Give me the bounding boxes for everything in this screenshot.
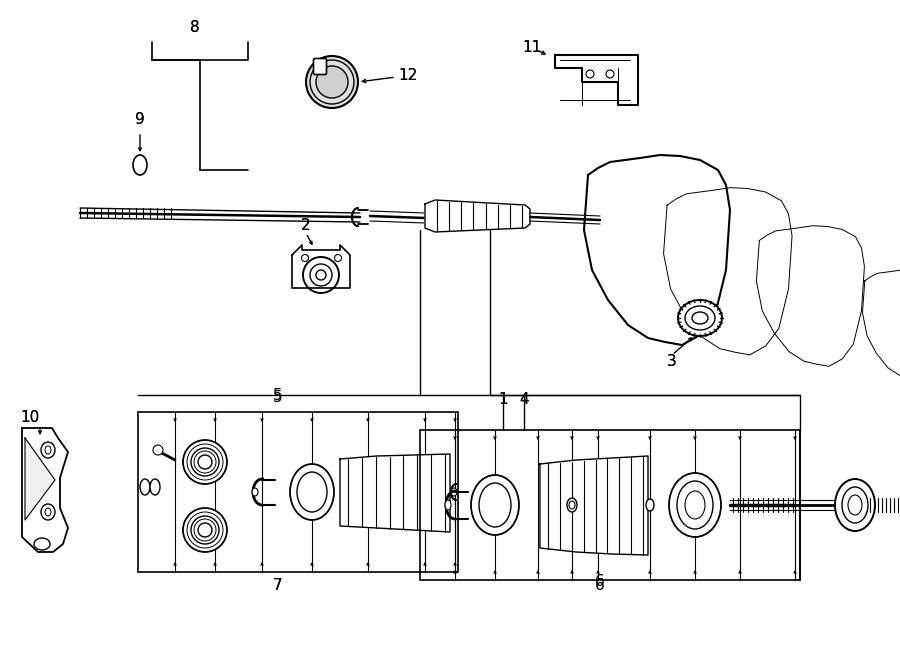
Text: 3: 3 <box>667 354 677 369</box>
Ellipse shape <box>183 440 227 484</box>
Ellipse shape <box>310 60 354 104</box>
Ellipse shape <box>45 446 51 454</box>
Text: 11: 11 <box>522 40 542 56</box>
Polygon shape <box>540 456 648 555</box>
Text: 10: 10 <box>21 410 40 426</box>
Ellipse shape <box>140 479 150 495</box>
Ellipse shape <box>34 538 50 550</box>
Text: 7: 7 <box>274 578 283 592</box>
Ellipse shape <box>41 504 55 520</box>
Ellipse shape <box>567 498 577 512</box>
Polygon shape <box>340 454 450 532</box>
Text: 10: 10 <box>21 410 40 426</box>
Bar <box>138 412 458 572</box>
Text: 3: 3 <box>667 354 677 369</box>
Ellipse shape <box>848 495 862 515</box>
Ellipse shape <box>310 264 332 286</box>
Ellipse shape <box>569 501 575 509</box>
Text: 8: 8 <box>190 20 200 36</box>
Text: 9: 9 <box>135 112 145 128</box>
Ellipse shape <box>290 464 334 520</box>
Text: 2: 2 <box>302 217 310 233</box>
Ellipse shape <box>335 254 341 262</box>
Text: 12: 12 <box>399 69 418 83</box>
Ellipse shape <box>183 508 227 552</box>
Ellipse shape <box>586 70 594 78</box>
Text: 8: 8 <box>190 20 200 36</box>
Text: 5: 5 <box>274 389 283 403</box>
Ellipse shape <box>835 479 875 531</box>
Bar <box>420 430 800 580</box>
Ellipse shape <box>316 66 348 98</box>
Ellipse shape <box>692 312 708 324</box>
Ellipse shape <box>297 472 327 512</box>
Text: 9: 9 <box>135 112 145 128</box>
Polygon shape <box>22 428 68 552</box>
Ellipse shape <box>669 473 721 537</box>
Ellipse shape <box>685 491 705 519</box>
Ellipse shape <box>41 442 55 458</box>
Text: 2: 2 <box>302 217 310 233</box>
Ellipse shape <box>306 56 358 108</box>
Ellipse shape <box>842 487 868 523</box>
Polygon shape <box>25 438 55 520</box>
Text: 4: 4 <box>519 393 529 407</box>
Ellipse shape <box>191 448 219 476</box>
Ellipse shape <box>45 508 51 516</box>
Ellipse shape <box>685 306 715 330</box>
Ellipse shape <box>153 445 163 455</box>
Text: 6: 6 <box>595 574 605 590</box>
Ellipse shape <box>451 488 457 496</box>
Ellipse shape <box>471 475 519 535</box>
Polygon shape <box>292 245 350 288</box>
Ellipse shape <box>198 523 212 537</box>
Ellipse shape <box>479 483 511 527</box>
Ellipse shape <box>302 254 309 262</box>
Ellipse shape <box>133 155 147 175</box>
Text: 11: 11 <box>522 40 542 56</box>
Polygon shape <box>425 200 530 232</box>
Text: 1: 1 <box>499 393 508 407</box>
Polygon shape <box>555 55 638 105</box>
Text: 4: 4 <box>519 393 529 407</box>
Ellipse shape <box>445 500 451 510</box>
Text: 5: 5 <box>274 391 283 405</box>
Ellipse shape <box>150 479 160 495</box>
Text: 7: 7 <box>274 578 283 592</box>
Ellipse shape <box>677 481 713 529</box>
Text: 1: 1 <box>499 393 508 407</box>
Ellipse shape <box>678 300 722 336</box>
Text: 6: 6 <box>595 578 605 592</box>
Ellipse shape <box>316 270 326 280</box>
Ellipse shape <box>252 488 258 496</box>
Ellipse shape <box>191 516 219 544</box>
Ellipse shape <box>646 499 654 511</box>
Polygon shape <box>584 155 730 345</box>
Ellipse shape <box>303 257 339 293</box>
Text: 12: 12 <box>399 69 418 83</box>
Ellipse shape <box>606 70 614 78</box>
FancyBboxPatch shape <box>313 59 327 75</box>
Ellipse shape <box>198 455 212 469</box>
